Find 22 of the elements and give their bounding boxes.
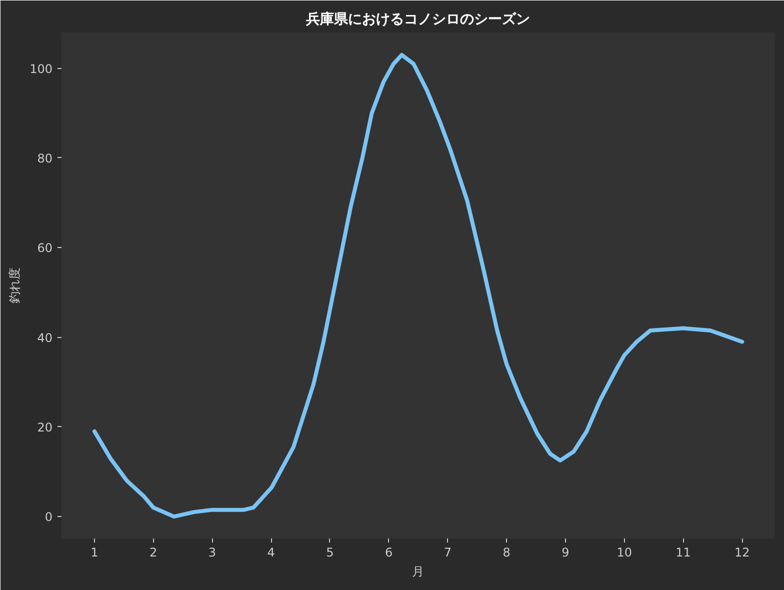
y-tick-label: 80 <box>37 151 53 166</box>
x-tick-label: 11 <box>676 546 691 560</box>
x-tick-label: 3 <box>208 546 216 560</box>
x-tick-label: 1 <box>90 546 98 560</box>
y-axis-title: 釣れ度 <box>8 268 22 304</box>
x-tick-label: 12 <box>734 546 750 560</box>
x-tick-label: 2 <box>150 546 158 560</box>
x-tick-label: 7 <box>444 546 452 560</box>
x-tick-label: 4 <box>267 546 275 560</box>
x-tick-label: 6 <box>385 546 393 560</box>
y-tick-label: 0 <box>44 510 53 524</box>
y-tick-label: 40 <box>37 330 53 345</box>
chart-title: 兵庫県におけるコノシロのシーズン <box>305 10 530 28</box>
x-axis-title: 月 <box>412 564 424 578</box>
y-tick-label: 20 <box>37 420 53 434</box>
x-tick-label: 10 <box>616 546 632 560</box>
line-series <box>92 52 744 519</box>
x-tick-label: 5 <box>326 546 334 560</box>
x-tick-label: 8 <box>502 546 510 560</box>
x-tick-label: 9 <box>562 546 570 560</box>
y-tick-label: 60 <box>37 241 53 256</box>
y-tick-label: 100 <box>30 62 52 76</box>
